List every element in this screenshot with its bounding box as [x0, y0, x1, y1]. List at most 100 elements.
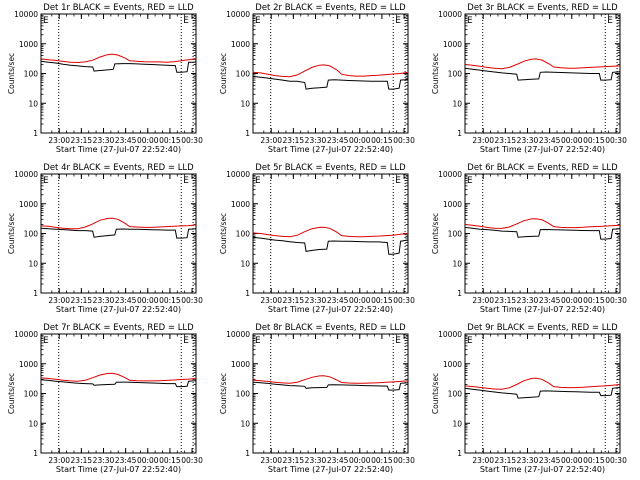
x-tick-label: 00:15	[583, 296, 605, 305]
x-tick-label: 00:15	[159, 296, 181, 305]
x-tick-label: 23:45	[115, 136, 137, 145]
chart-panel-2: Det 2r BLACK = Events, RED = LLD 1 10 100 10…	[219, 3, 415, 154]
chart-panel-9: Det 9r BLACK = Events, RED = LLD 1 10 100 10…	[431, 323, 627, 474]
x-tick-label: 23:00	[48, 296, 70, 305]
x-axis-label: Start Time (27-Jul-07 22:52:40)	[56, 305, 181, 314]
x-tick-label: 00:00	[561, 296, 583, 305]
x-tick-label: 23:30	[517, 136, 539, 145]
x-tick-label: 23:30	[93, 296, 115, 305]
y-axis-label: Counts/sec	[431, 53, 440, 94]
y-tick-label: 1000	[443, 40, 462, 49]
marker-label-e: E	[607, 176, 613, 186]
y-tick-label: 10	[240, 99, 250, 108]
x-tick-label: 23:00	[472, 136, 494, 145]
y-tick-label: 100	[24, 230, 39, 239]
y-tick-label: 100	[448, 70, 463, 79]
y-tick-label: 1000	[443, 200, 462, 209]
marker-label-e: E	[395, 336, 401, 346]
y-tick-label: 10000	[226, 170, 250, 179]
y-axis-label: Counts/sec	[219, 213, 228, 254]
y-tick-label: 1000	[231, 360, 250, 369]
x-tick-label: 23:45	[327, 456, 349, 465]
y-axis-label: Counts/sec	[7, 373, 16, 414]
x-tick-label: 00:15	[371, 136, 393, 145]
y-tick-label: 10000	[226, 10, 250, 19]
plot-frame	[40, 173, 197, 294]
events-series-line	[252, 381, 409, 391]
events-series-line	[252, 236, 409, 255]
chart-panel-3: Det 3r BLACK = Events, RED = LLD 1 10 100 10…	[431, 3, 627, 154]
lld-series-line	[40, 217, 197, 230]
x-tick-label: 23:00	[472, 296, 494, 305]
lld-series-line	[464, 218, 621, 229]
chart-title: Det 6r BLACK = Events, RED = LLD	[467, 163, 618, 173]
lld-series-line	[40, 372, 197, 382]
marker-label-e: E	[183, 176, 189, 186]
x-axis-label: Start Time (27-Jul-07 22:52:40)	[480, 305, 605, 314]
x-tick-label: 00:15	[371, 456, 393, 465]
x-axis-label: Start Time (27-Jul-07 22:52:40)	[268, 145, 393, 154]
y-tick-label: 1	[457, 129, 462, 138]
x-tick-label: 23:15	[71, 456, 93, 465]
events-series-line	[40, 379, 197, 388]
x-tick-label: 00:30	[181, 136, 203, 145]
chart-panel-5: Det 5r BLACK = Events, RED = LLD 1 10 100 10…	[219, 163, 415, 314]
marker-label-e: E	[395, 176, 401, 186]
x-tick-label: 23:45	[115, 456, 137, 465]
x-tick-label: 23:15	[283, 136, 305, 145]
y-tick-label: 10	[452, 419, 462, 428]
marker-label-e: E	[43, 176, 49, 186]
y-tick-label: 1000	[19, 360, 38, 369]
plot-frame	[40, 333, 197, 454]
y-tick-label: 10000	[14, 170, 38, 179]
x-tick-label: 23:00	[48, 136, 70, 145]
x-tick-label: 00:30	[393, 456, 415, 465]
x-axis-label: Start Time (27-Jul-07 22:52:40)	[480, 465, 605, 474]
marker-label-e: E	[467, 16, 473, 26]
lld-series-line	[252, 375, 409, 384]
x-tick-label: 23:45	[539, 136, 561, 145]
x-tick-label: 00:30	[181, 456, 203, 465]
y-axis-label: Counts/sec	[431, 213, 440, 254]
y-axis-label: Counts/sec	[7, 213, 16, 254]
chart-panel-6: Det 6r BLACK = Events, RED = LLD 1 10 100 10…	[431, 163, 627, 314]
y-tick-label: 10000	[226, 330, 250, 339]
x-tick-label: 23:45	[327, 136, 349, 145]
y-tick-label: 1	[33, 129, 38, 138]
chart-title: Det 4r BLACK = Events, RED = LLD	[43, 163, 194, 173]
x-tick-label: 23:30	[305, 456, 327, 465]
plot-frame	[464, 333, 621, 454]
x-tick-label: 00:15	[371, 296, 393, 305]
events-series-line	[464, 67, 621, 81]
chart-title: Det 9r BLACK = Events, RED = LLD	[467, 323, 618, 333]
x-tick-label: 00:00	[137, 456, 159, 465]
marker-label-e: E	[467, 336, 473, 346]
lld-series-line	[464, 58, 621, 70]
x-tick-label: 00:30	[605, 456, 627, 465]
y-tick-label: 100	[448, 390, 463, 399]
x-tick-label: 23:45	[539, 296, 561, 305]
y-tick-label: 1	[33, 289, 38, 298]
y-axis-label: Counts/sec	[219, 373, 228, 414]
x-tick-label: 00:30	[605, 296, 627, 305]
x-tick-label: 23:30	[517, 296, 539, 305]
plot-frame	[252, 333, 409, 454]
chart-title: Det 1r BLACK = Events, RED = LLD	[43, 3, 194, 13]
lld-series-line	[252, 64, 409, 78]
y-tick-label: 100	[24, 70, 39, 79]
y-tick-label: 1	[245, 289, 250, 298]
y-axis-label: Counts/sec	[219, 53, 228, 94]
x-tick-label: 23:15	[495, 136, 517, 145]
marker-label-e: E	[183, 16, 189, 26]
x-tick-label: 23:15	[283, 456, 305, 465]
lld-series-line	[252, 226, 409, 238]
y-tick-label: 1000	[443, 360, 462, 369]
y-tick-label: 1000	[19, 200, 38, 209]
plot-frame	[464, 173, 621, 294]
chart-title: Det 8r BLACK = Events, RED = LLD	[255, 323, 406, 333]
y-tick-label: 10000	[438, 330, 462, 339]
y-tick-label: 1000	[231, 200, 250, 209]
y-tick-label: 1	[457, 449, 462, 458]
y-tick-label: 1	[457, 289, 462, 298]
plot-frame	[40, 13, 197, 134]
